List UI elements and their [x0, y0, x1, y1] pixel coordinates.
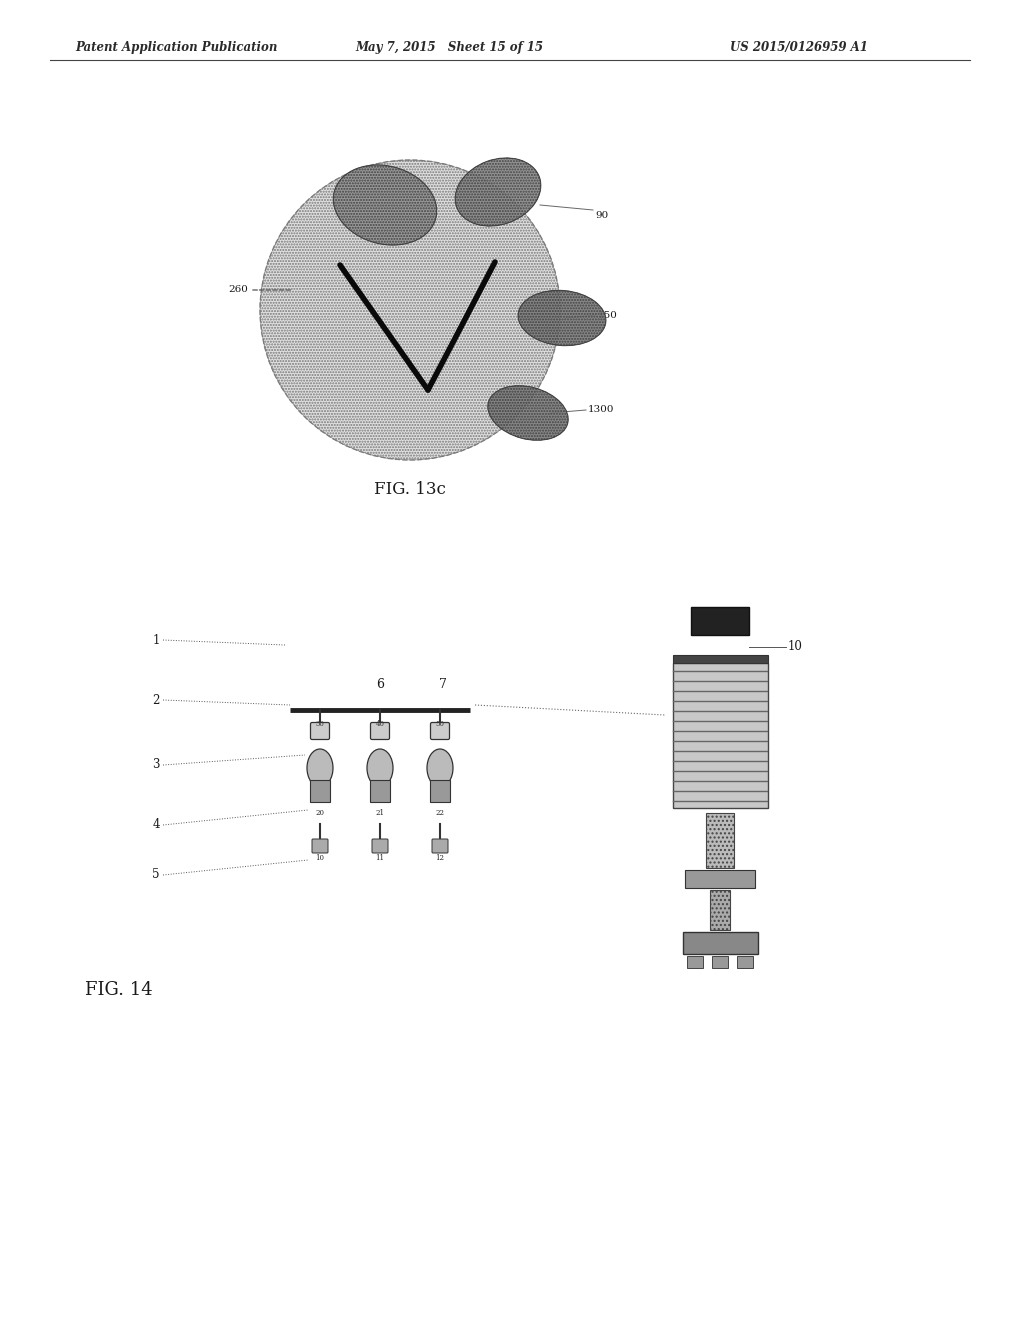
Ellipse shape	[367, 748, 392, 787]
Text: 150: 150	[597, 310, 618, 319]
FancyBboxPatch shape	[690, 607, 748, 635]
FancyBboxPatch shape	[737, 956, 752, 968]
Text: 7: 7	[438, 678, 446, 690]
FancyBboxPatch shape	[310, 722, 329, 739]
FancyBboxPatch shape	[709, 890, 730, 931]
FancyBboxPatch shape	[685, 870, 754, 888]
Text: 1300: 1300	[587, 405, 613, 414]
FancyBboxPatch shape	[370, 780, 389, 803]
FancyBboxPatch shape	[683, 932, 757, 954]
Ellipse shape	[333, 165, 436, 246]
FancyBboxPatch shape	[673, 655, 767, 663]
Text: 11: 11	[375, 854, 384, 862]
FancyBboxPatch shape	[432, 840, 447, 853]
Text: 260: 260	[228, 285, 248, 294]
Text: 90: 90	[594, 210, 607, 219]
Text: 4: 4	[153, 818, 160, 832]
Text: 40: 40	[375, 719, 384, 729]
Text: 20: 20	[315, 809, 324, 817]
FancyBboxPatch shape	[705, 813, 734, 869]
FancyBboxPatch shape	[673, 663, 767, 808]
Text: Patent Application Publication: Patent Application Publication	[75, 41, 277, 54]
Text: US 2015/0126959 A1: US 2015/0126959 A1	[730, 41, 867, 54]
FancyBboxPatch shape	[711, 956, 728, 968]
Circle shape	[260, 160, 559, 459]
Text: 22: 22	[435, 809, 444, 817]
Text: 10: 10	[315, 854, 324, 862]
Text: 50: 50	[435, 719, 444, 729]
Text: May 7, 2015   Sheet 15 of 15: May 7, 2015 Sheet 15 of 15	[355, 41, 542, 54]
Ellipse shape	[427, 748, 452, 787]
Text: 30: 30	[315, 719, 324, 729]
Text: 1: 1	[153, 634, 160, 647]
Text: 21: 21	[375, 809, 384, 817]
FancyBboxPatch shape	[372, 840, 387, 853]
Text: 5: 5	[153, 869, 160, 882]
FancyBboxPatch shape	[430, 722, 449, 739]
Text: FIG. 13c: FIG. 13c	[374, 482, 445, 499]
FancyBboxPatch shape	[310, 780, 330, 803]
Text: 2: 2	[153, 693, 160, 706]
FancyBboxPatch shape	[430, 780, 449, 803]
Ellipse shape	[454, 158, 540, 226]
Ellipse shape	[487, 385, 568, 441]
FancyBboxPatch shape	[370, 722, 389, 739]
Text: 6: 6	[376, 678, 383, 690]
Ellipse shape	[307, 748, 332, 787]
Ellipse shape	[518, 290, 605, 346]
Text: 3: 3	[153, 759, 160, 771]
Text: FIG. 14: FIG. 14	[85, 981, 153, 999]
Text: 10: 10	[788, 640, 802, 653]
FancyBboxPatch shape	[312, 840, 328, 853]
Text: 12: 12	[435, 854, 444, 862]
FancyBboxPatch shape	[687, 956, 702, 968]
